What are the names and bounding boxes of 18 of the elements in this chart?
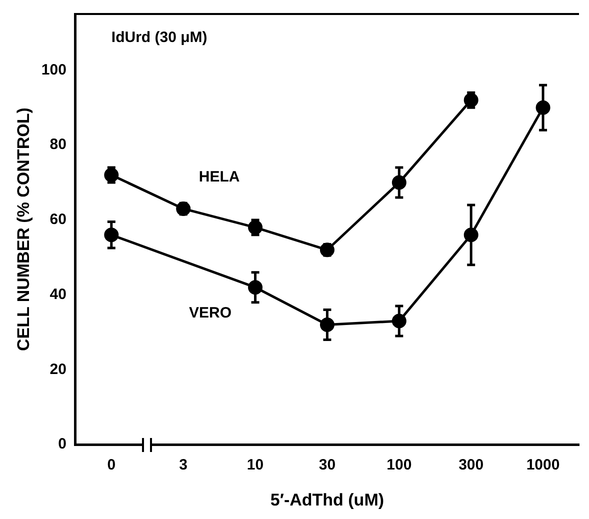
series-label: VERO [189, 304, 232, 322]
y-tick-label: 100 [41, 61, 66, 78]
annotation: IdUrd (30 μM) [111, 29, 208, 46]
y-tick-label: 60 [50, 211, 66, 228]
x-tick-label: 1000 [526, 456, 560, 474]
x-axis-title: 5′-AdThd (uM) [270, 490, 384, 510]
x-tick-label: 30 [318, 456, 336, 474]
series-label: HELA [198, 168, 240, 186]
x-tick-label: 100 [386, 456, 412, 474]
x-tick-label: 10 [246, 456, 264, 474]
y-tick-label: 80 [50, 136, 66, 154]
x-tick-label: 3 [179, 456, 188, 474]
y-tick-label: 20 [50, 360, 66, 378]
x-tick-label: 0 [107, 456, 116, 474]
y-tick-label: 0 [58, 436, 66, 453]
y-tick-label: 40 [50, 286, 66, 303]
y-axis-title: CELL NUMBER (% CONTROL) [14, 108, 33, 351]
x-tick-label: 300 [458, 456, 484, 474]
